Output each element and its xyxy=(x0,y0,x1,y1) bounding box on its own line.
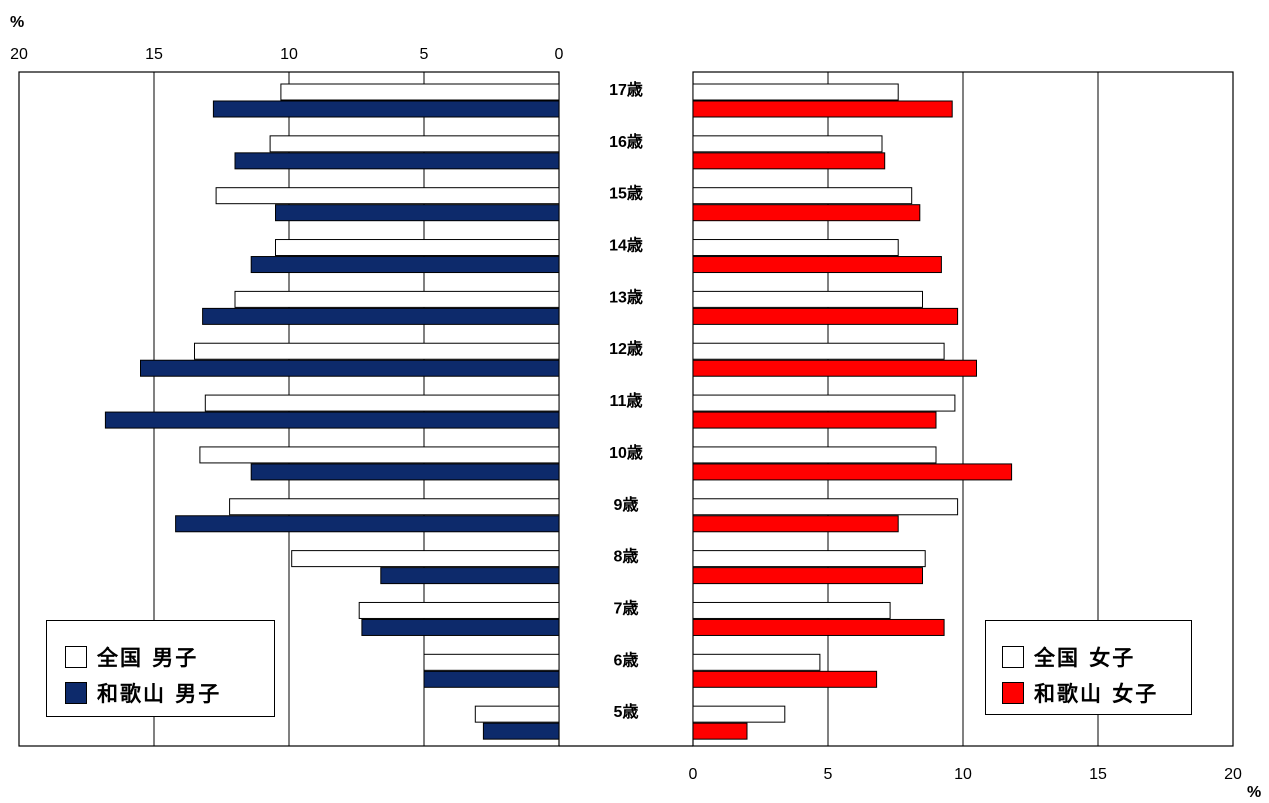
bar-male-national-3 xyxy=(275,239,560,257)
bar-female-wakayama-8 xyxy=(692,515,899,533)
bar-male-national-5 xyxy=(194,342,560,360)
bar-male-national-1 xyxy=(269,135,560,153)
bar-female-national-0 xyxy=(692,83,899,101)
legend-swatch-wakayama-female xyxy=(1002,682,1024,704)
bar-female-wakayama-4 xyxy=(692,307,959,325)
bar-male-wakayama-0 xyxy=(212,100,560,118)
bar-male-national-6 xyxy=(204,394,560,412)
legend-swatch-national-male xyxy=(65,646,87,668)
bar-female-national-1 xyxy=(692,135,883,153)
unit-label-bottom: % xyxy=(1247,784,1261,801)
bar-female-wakayama-10 xyxy=(692,618,945,636)
bar-male-national-12 xyxy=(474,705,560,723)
bar-male-national-7 xyxy=(199,446,560,464)
category-label-10: 7歳 xyxy=(614,598,639,617)
bar-male-wakayama-1 xyxy=(234,152,560,170)
bar-male-national-9 xyxy=(291,550,560,568)
bar-male-national-10 xyxy=(358,601,560,619)
bar-male-wakayama-11 xyxy=(423,670,560,688)
bar-female-wakayama-1 xyxy=(692,152,886,170)
bar-male-wakayama-2 xyxy=(275,204,560,222)
right-axis-tick-4: 20 xyxy=(1224,766,1242,783)
legend-swatch-wakayama-male xyxy=(65,682,87,704)
bar-female-national-9 xyxy=(692,550,926,568)
bar-male-wakayama-12 xyxy=(482,722,560,740)
bar-female-national-4 xyxy=(692,290,923,308)
bar-female-wakayama-5 xyxy=(692,359,977,377)
bar-female-wakayama-12 xyxy=(692,722,748,740)
category-label-4: 13歳 xyxy=(609,287,643,306)
bar-male-wakayama-4 xyxy=(202,307,560,325)
category-label-3: 14歳 xyxy=(609,236,643,255)
bar-female-wakayama-6 xyxy=(692,411,937,429)
bar-male-wakayama-3 xyxy=(250,256,560,274)
unit-label-top: % xyxy=(10,14,24,31)
right-axis-tick-3: 15 xyxy=(1089,766,1107,783)
left-axis-tick-3: 5 xyxy=(420,46,429,63)
legend-swatch-national-female xyxy=(1002,646,1024,668)
bar-female-wakayama-9 xyxy=(692,567,923,585)
left-axis-tick-2: 10 xyxy=(280,46,298,63)
bar-female-national-6 xyxy=(692,394,956,412)
bar-female-wakayama-7 xyxy=(692,463,1013,481)
right-axis-tick-0: 0 xyxy=(689,766,698,783)
right-axis-tick-1: 5 xyxy=(824,766,833,783)
category-label-7: 10歳 xyxy=(609,443,643,462)
bar-male-wakayama-7 xyxy=(250,463,560,481)
bar-female-national-2 xyxy=(692,187,913,205)
legend-label-national-female: 全国 女子 xyxy=(1034,646,1136,670)
legend-male: 全国 男子 和歌山 男子 xyxy=(46,620,275,717)
bar-male-national-11 xyxy=(423,653,560,671)
bar-female-national-7 xyxy=(692,446,937,464)
bar-female-wakayama-11 xyxy=(692,670,878,688)
bar-female-wakayama-0 xyxy=(692,100,953,118)
bar-male-wakayama-8 xyxy=(175,515,560,533)
bar-male-national-4 xyxy=(234,290,560,308)
legend-item-wakayama-male: 和歌山 男子 xyxy=(65,675,274,711)
category-label-1: 16歳 xyxy=(609,132,643,151)
left-axis-tick-0: 20 xyxy=(10,46,28,63)
bar-female-national-3 xyxy=(692,239,899,257)
category-label-11: 6歳 xyxy=(614,650,639,669)
left-axis-tick-1: 15 xyxy=(145,46,163,63)
category-label-5: 12歳 xyxy=(609,339,643,358)
legend-label-national-male: 全国 男子 xyxy=(97,646,199,670)
legend-item-national-female: 全国 女子 xyxy=(1002,639,1191,675)
category-label-12: 5歳 xyxy=(614,702,639,721)
bar-male-wakayama-9 xyxy=(380,567,560,585)
legend-item-wakayama-female: 和歌山 女子 xyxy=(1002,675,1191,711)
bar-female-national-11 xyxy=(692,653,821,671)
bar-male-national-2 xyxy=(215,187,560,205)
bar-female-wakayama-2 xyxy=(692,204,921,222)
bar-female-wakayama-3 xyxy=(692,256,942,274)
bar-male-national-0 xyxy=(280,83,560,101)
bar-female-national-10 xyxy=(692,601,891,619)
right-axis-tick-2: 10 xyxy=(954,766,972,783)
legend-label-wakayama-male: 和歌山 男子 xyxy=(97,682,222,706)
legend-female: 全国 女子 和歌山 女子 xyxy=(985,620,1192,715)
bar-female-national-8 xyxy=(692,498,959,516)
category-label-9: 8歳 xyxy=(614,547,639,566)
bar-female-national-5 xyxy=(692,342,945,360)
bar-male-wakayama-5 xyxy=(140,359,560,377)
category-label-2: 15歳 xyxy=(609,184,643,203)
legend-label-wakayama-female: 和歌山 女子 xyxy=(1034,682,1159,706)
category-label-0: 17歳 xyxy=(609,80,643,99)
left-axis-tick-4: 0 xyxy=(555,46,564,63)
category-label-8: 9歳 xyxy=(614,495,639,514)
bar-female-national-12 xyxy=(692,705,786,723)
bar-male-wakayama-6 xyxy=(104,411,560,429)
category-label-6: 11歳 xyxy=(610,391,643,410)
legend-item-national-male: 全国 男子 xyxy=(65,639,274,675)
bar-male-wakayama-10 xyxy=(361,618,560,636)
bar-male-national-8 xyxy=(229,498,560,516)
